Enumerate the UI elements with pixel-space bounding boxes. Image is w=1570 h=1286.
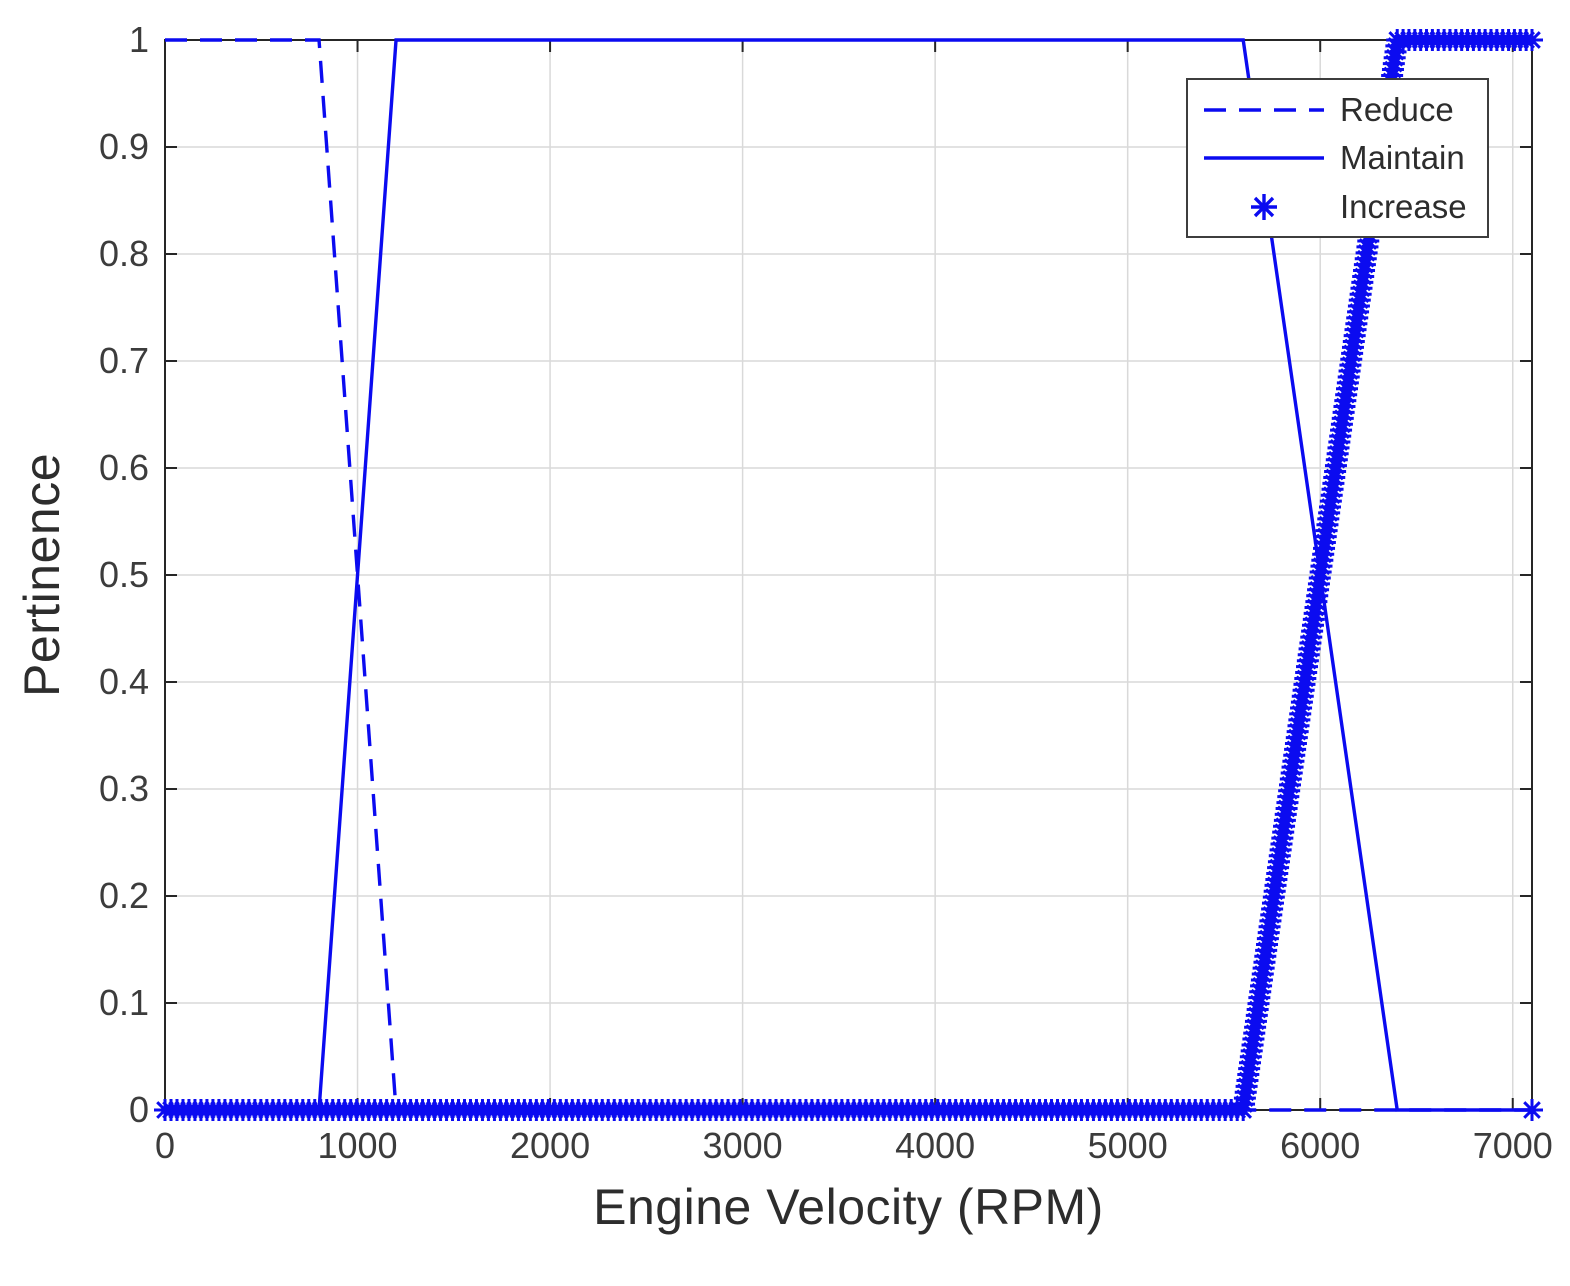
legend-entry-increase: Increase xyxy=(1202,184,1483,230)
solid-line-icon xyxy=(1202,153,1326,163)
x-axis-label: Engine Velocity (RPM) xyxy=(593,1179,1104,1235)
legend-label: Maintain xyxy=(1340,139,1465,176)
x-tick-label: 2000 xyxy=(510,1125,590,1166)
y-axis-label: Pertinence xyxy=(14,452,70,698)
x-tick-label: 1000 xyxy=(317,1125,397,1166)
x-tick-label: 5000 xyxy=(1088,1125,1168,1166)
x-tick-label: 7000 xyxy=(1473,1125,1553,1166)
legend-label: Increase xyxy=(1340,187,1467,225)
y-tick-label: 0.1 xyxy=(99,982,149,1023)
asterisk-marker-icon xyxy=(1202,192,1326,222)
y-tick-label: 0 xyxy=(129,1089,149,1130)
legend-entry-reduce: Reduce xyxy=(1202,87,1483,133)
legend-label: Reduce xyxy=(1340,90,1454,128)
dashed-line-icon xyxy=(1202,105,1326,115)
legend: Reduce Maintain Increase xyxy=(1186,78,1489,238)
y-tick-label: 0.6 xyxy=(99,447,149,488)
y-tick-label: 0.5 xyxy=(99,554,149,595)
x-tick-label: 0 xyxy=(155,1125,175,1166)
legend-entry-maintain: Maintain xyxy=(1202,135,1483,181)
x-tick-label: 3000 xyxy=(703,1125,783,1166)
y-tick-label: 0.9 xyxy=(99,126,149,167)
x-tick-label: 4000 xyxy=(895,1125,975,1166)
y-tick-label: 0.4 xyxy=(99,661,149,702)
y-tick-label: 0.2 xyxy=(99,875,149,916)
y-tick-label: 0.7 xyxy=(99,340,149,381)
y-tick-label: 0.3 xyxy=(99,768,149,809)
y-tick-label: 1 xyxy=(129,19,149,60)
x-tick-label: 6000 xyxy=(1280,1125,1360,1166)
y-tick-label: 0.8 xyxy=(99,233,149,274)
